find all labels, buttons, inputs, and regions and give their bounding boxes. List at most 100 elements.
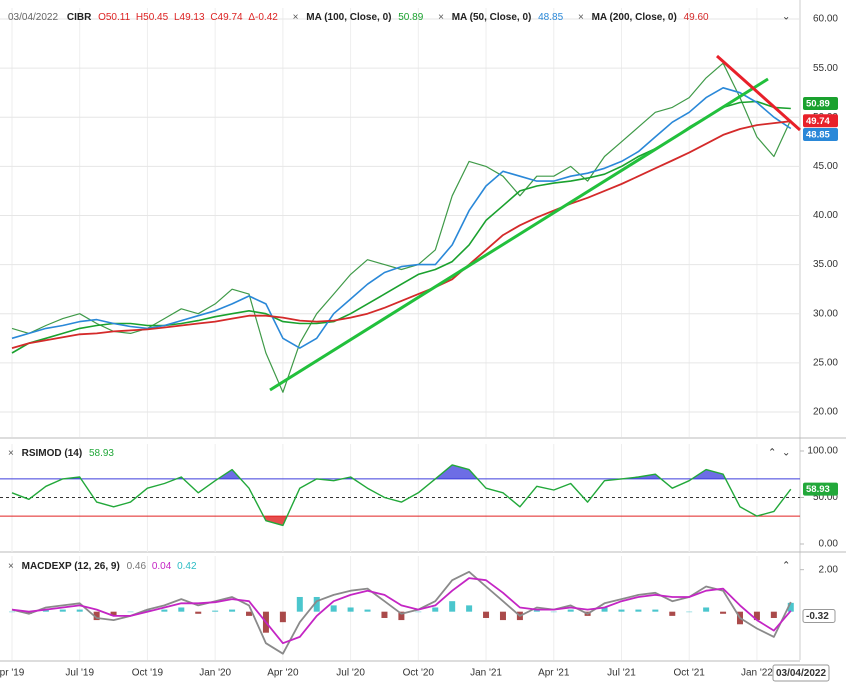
ohlc: O50.11 [98, 12, 130, 23]
histogram-bar [330, 605, 337, 612]
x-tick-label: Jul '19 [65, 668, 94, 679]
histogram-bar [93, 611, 100, 621]
ohlc: Δ-0.42 [248, 12, 278, 23]
badge-label: 49.74 [806, 116, 830, 127]
y-tick-label: 0.00 [819, 539, 839, 550]
price-badge [803, 96, 838, 110]
panel-down-icon[interactable]: ⌄ [782, 448, 790, 459]
histogram-bar [550, 611, 557, 613]
macd-header: × MACDEXP (12, 26, 9) 0.46 0.04 0.42 [8, 561, 197, 572]
histogram-bar [483, 611, 490, 618]
badge-label: 48.85 [806, 130, 830, 141]
x-tick-label: Jul '21 [607, 668, 636, 679]
ohlc: C49.74 [210, 12, 243, 23]
histogram-bar [770, 611, 777, 618]
y-tick-label: 45.00 [813, 161, 838, 172]
rsi-header: × RSIMOD (14) 58.93 [8, 448, 114, 459]
legend-value: 58.93 [89, 448, 114, 459]
panel-up-icon[interactable]: ⌃ [768, 448, 776, 459]
histogram-bar [601, 607, 608, 612]
x-tick-label: Oct '21 [674, 668, 706, 679]
y-tick-label: 55.00 [813, 63, 838, 74]
histogram-bar [313, 596, 320, 612]
y-tick-label: 30.00 [813, 308, 838, 319]
annotation-label: -0.32 [806, 611, 829, 622]
price-badge [803, 482, 838, 496]
x-tick-label: 03/04/2022 [776, 668, 826, 679]
legend-value: 50.89 [398, 12, 423, 23]
overbought-area [62, 464, 726, 479]
ohlc: L49.13 [174, 12, 205, 23]
histogram-bar [246, 611, 253, 616]
x-tick-label: Jan '20 [199, 668, 231, 679]
x-tick-label: Jan '21 [470, 668, 502, 679]
x-tick-label: Oct '19 [132, 668, 164, 679]
badge-label: 50.89 [806, 99, 830, 110]
date-badge [772, 664, 830, 682]
histogram-bar [381, 611, 388, 618]
series-line [11, 577, 792, 645]
histogram-bar [686, 611, 693, 613]
date: 03/04/2022 [8, 12, 58, 23]
histogram-bar [432, 607, 439, 612]
series-line [11, 120, 791, 349]
legend-name: MA (100, Close, 0) [306, 12, 391, 23]
histogram-bar [618, 609, 625, 612]
histogram-bar [110, 611, 117, 616]
y-tick-label: 50.00 [813, 492, 838, 503]
histogram-bar [195, 611, 202, 614]
histogram-bar [499, 611, 506, 621]
series-line [11, 464, 792, 527]
histogram-bar [533, 609, 540, 612]
histogram-bar [787, 602, 794, 612]
histogram-bar [669, 611, 676, 616]
histogram-bar [720, 611, 727, 614]
histogram-bar [42, 609, 49, 612]
legend-value: 49.60 [684, 12, 709, 23]
price-badge [803, 114, 838, 128]
histogram-bar [144, 609, 151, 612]
histogram-bar [59, 609, 66, 612]
price-badge [803, 128, 838, 142]
panel-title: MACDEXP (12, 26, 9) [22, 561, 120, 572]
histogram-bar [398, 611, 405, 621]
histogram-bar [229, 609, 236, 612]
legend-name: MA (200, Close, 0) [592, 12, 677, 23]
legend-value: 0.42 [177, 561, 197, 572]
badge-label: 58.93 [806, 484, 830, 495]
histogram-bar [127, 611, 134, 613]
x-tick-label: Apr '21 [538, 668, 570, 679]
histogram-bar [703, 607, 710, 612]
histogram-bar [347, 607, 354, 612]
histogram-bar [212, 610, 219, 612]
legend-name: MA (50, Close, 0) [452, 12, 532, 23]
histogram-bar [753, 611, 760, 621]
histogram-bar [161, 609, 168, 612]
histogram-bar [652, 609, 659, 612]
histogram-bar [449, 601, 456, 612]
plot-layer: pr '19 Jul '19 Oct '19 Jan '20 Apr '20 Jul '2… [0, 8, 839, 682]
panel-up-icon[interactable]: ⌃ [782, 561, 790, 572]
histogram-bar [25, 611, 32, 614]
y-tick-label: 2.00 [819, 564, 839, 575]
x-tick-label: Apr '20 [267, 668, 299, 679]
series-line [11, 87, 792, 349]
legend-value: 0.04 [152, 561, 172, 572]
y-tick-label: 25.00 [813, 357, 838, 368]
trend-line [716, 54, 801, 132]
y-tick-label: 35.00 [813, 259, 838, 270]
legend-value: 48.85 [538, 12, 563, 23]
y-tick-label: 40.00 [813, 210, 838, 221]
y-tick-label: 100.00 [807, 446, 838, 457]
histogram-bar [178, 607, 185, 612]
panel-title: RSIMOD (14) [22, 448, 83, 459]
legend-value: 0.46 [127, 561, 147, 572]
histogram-bar [635, 609, 642, 612]
trend-line [269, 77, 769, 392]
collapse-icon[interactable]: ⌄ [782, 12, 790, 23]
symbol: CIBR [67, 12, 92, 23]
y-tick-label: 20.00 [813, 407, 838, 418]
histogram-bar [466, 605, 473, 612]
